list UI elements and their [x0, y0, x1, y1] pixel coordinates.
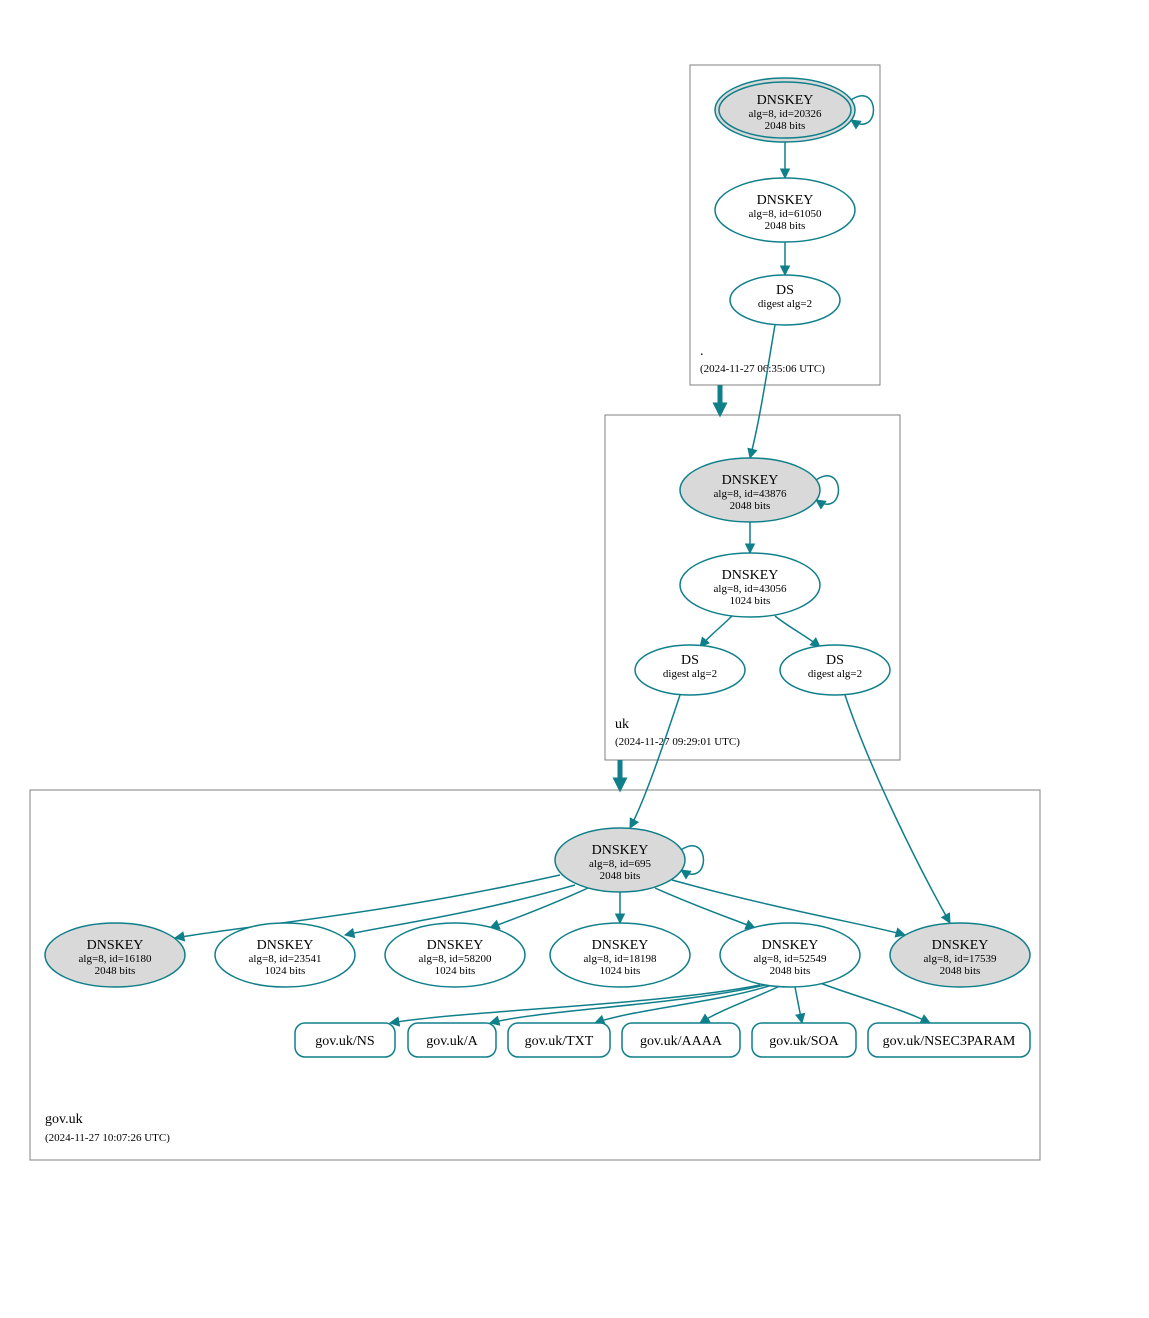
node-r1: gov.uk/NS [295, 1023, 395, 1057]
edge [775, 616, 820, 647]
rrset-label: gov.uk/NS [315, 1034, 374, 1049]
node-title: DNSKEY [932, 938, 989, 953]
node-n12: DNSKEYalg=8, id=181981024 bits [550, 923, 690, 987]
node-bits: 2048 bits [770, 965, 811, 977]
node-detail: alg=8, id=43056 [714, 583, 787, 595]
edge [795, 987, 802, 1023]
edge [175, 875, 560, 938]
node-title: DNSKEY [757, 193, 814, 208]
edge [845, 695, 950, 923]
node-bits: 1024 bits [600, 965, 641, 977]
node-detail: alg=8, id=18198 [584, 953, 657, 965]
rrset-label: gov.uk/SOA [769, 1034, 839, 1049]
edge [655, 888, 755, 928]
node-n9: DNSKEYalg=8, id=161802048 bits [45, 923, 185, 987]
edge [490, 888, 588, 928]
node-detail: digest alg=2 [808, 668, 862, 680]
rrset-label: gov.uk/TXT [525, 1034, 594, 1049]
node-detail: alg=8, id=20326 [749, 108, 822, 120]
edge [390, 985, 760, 1023]
node-bits: 2048 bits [765, 220, 806, 232]
node-r5: gov.uk/SOA [752, 1023, 856, 1057]
zone-label: gov.uk [45, 1112, 83, 1127]
zone-label: uk [615, 717, 629, 732]
node-title: DNSKEY [427, 938, 484, 953]
node-title: DS [776, 283, 794, 298]
node-n6: DSdigest alg=2 [635, 645, 745, 695]
node-bits: 2048 bits [940, 965, 981, 977]
node-n11: DNSKEYalg=8, id=582001024 bits [385, 923, 525, 987]
edge [700, 986, 780, 1023]
node-title: DNSKEY [592, 938, 649, 953]
node-n10: DNSKEYalg=8, id=235411024 bits [215, 923, 355, 987]
node-n7: DSdigest alg=2 [780, 645, 890, 695]
node-title: DNSKEY [757, 93, 814, 108]
node-title: DNSKEY [257, 938, 314, 953]
rrset-label: gov.uk/NSEC3PARAM [883, 1034, 1016, 1049]
node-bits: 2048 bits [95, 965, 136, 977]
node-detail: digest alg=2 [663, 668, 717, 680]
zone-timestamp: (2024-11-27 10:07:26 UTC) [45, 1132, 170, 1144]
node-r2: gov.uk/A [408, 1023, 496, 1057]
edge [595, 985, 772, 1023]
node-r4: gov.uk/AAAA [622, 1023, 740, 1057]
node-n3: DSdigest alg=2 [730, 275, 840, 325]
edge [820, 983, 930, 1023]
node-n2: DNSKEYalg=8, id=610502048 bits [715, 178, 855, 242]
node-bits: 1024 bits [265, 965, 306, 977]
node-title: DS [826, 653, 844, 668]
node-bits: 1024 bits [730, 595, 771, 607]
node-title: DNSKEY [87, 938, 144, 953]
node-bits: 2048 bits [765, 120, 806, 132]
zone-timestamp: (2024-11-27 06:35:06 UTC) [700, 363, 825, 375]
node-bits: 2048 bits [600, 870, 641, 882]
node-detail: alg=8, id=58200 [419, 953, 492, 965]
rrset-label: gov.uk/A [426, 1034, 478, 1049]
node-n13: DNSKEYalg=8, id=525492048 bits [720, 923, 860, 987]
node-r3: gov.uk/TXT [508, 1023, 610, 1057]
zone-timestamp: (2024-11-27 09:29:01 UTC) [615, 736, 740, 748]
node-bits: 1024 bits [435, 965, 476, 977]
zone-label: . [700, 344, 704, 359]
node-title: DS [681, 653, 699, 668]
node-detail: alg=8, id=16180 [79, 953, 152, 965]
node-bits: 2048 bits [730, 500, 771, 512]
dnssec-diagram: . (2024-11-27 06:35:06 UTC) uk (2024-11-27 … [20, 20, 1149, 1298]
node-n14: DNSKEYalg=8, id=175392048 bits [890, 923, 1030, 987]
zone-govuk: gov.uk (2024-11-27 10:07:26 UTC) [30, 790, 1040, 1160]
node-detail: digest alg=2 [758, 298, 812, 310]
rrset-label: gov.uk/AAAA [640, 1034, 723, 1049]
node-title: DNSKEY [592, 843, 649, 858]
node-detail: alg=8, id=17539 [924, 953, 997, 965]
node-n1: DNSKEYalg=8, id=203262048 bits [715, 78, 855, 142]
node-detail: alg=8, id=43876 [714, 488, 787, 500]
node-title: DNSKEY [722, 473, 779, 488]
node-n8: DNSKEYalg=8, id=6952048 bits [555, 828, 685, 892]
node-title: DNSKEY [762, 938, 819, 953]
node-n5: DNSKEYalg=8, id=430561024 bits [680, 553, 820, 617]
node-detail: alg=8, id=52549 [754, 953, 827, 965]
edge [700, 616, 732, 647]
node-detail: alg=8, id=61050 [749, 208, 822, 220]
edge [750, 325, 775, 458]
node-title: DNSKEY [722, 568, 779, 583]
node-detail: alg=8, id=23541 [249, 953, 322, 965]
node-n4: DNSKEYalg=8, id=438762048 bits [680, 458, 820, 522]
edge [630, 695, 680, 828]
node-r6: gov.uk/NSEC3PARAM [868, 1023, 1030, 1057]
node-detail: alg=8, id=695 [589, 858, 651, 870]
